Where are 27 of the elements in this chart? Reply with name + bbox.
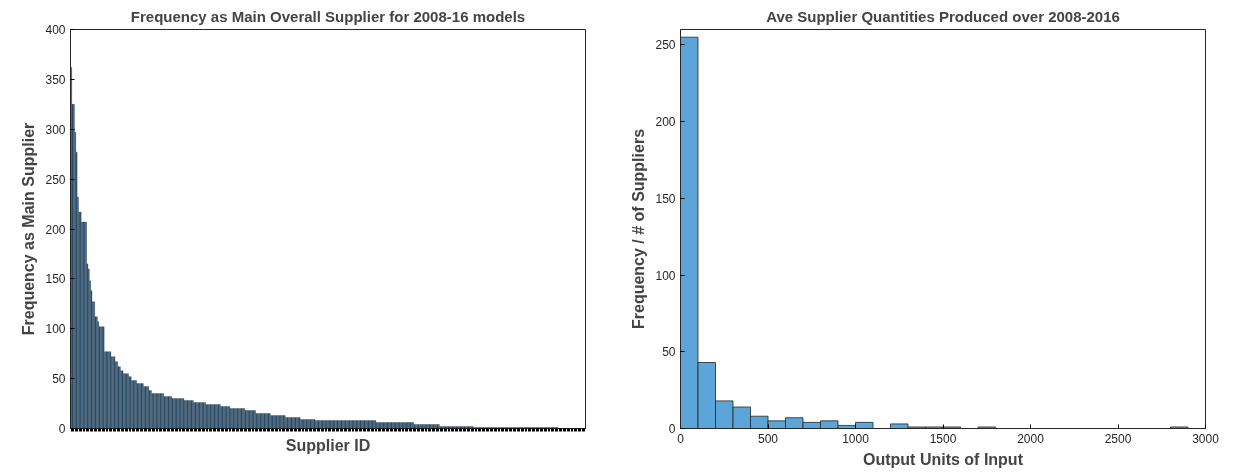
y-tick-label: 100 bbox=[45, 322, 66, 337]
y-tick-label: 50 bbox=[52, 372, 66, 387]
y-tick-label: 50 bbox=[662, 345, 676, 360]
x-tick-label: 2000 bbox=[1017, 431, 1045, 446]
y-tick-label: 200 bbox=[45, 222, 66, 237]
y-tick-label: 150 bbox=[45, 272, 66, 287]
y-tick-label: 0 bbox=[58, 422, 66, 436]
chart-title: Frequency as Main Overall Supplier for 2008-16 models bbox=[130, 7, 526, 25]
y-tick-label: 400 bbox=[45, 23, 66, 37]
chart-title: Ave Supplier Quantities Produced over 2008-2016 bbox=[766, 7, 1120, 25]
x-tick-label: 3000 bbox=[1192, 431, 1220, 446]
y-tick-label: 300 bbox=[45, 122, 66, 137]
x-tick-label: 1500 bbox=[929, 431, 957, 446]
y-tick-label: 200 bbox=[655, 115, 676, 130]
x-tick-label: 2500 bbox=[1104, 431, 1132, 446]
y-tick-label: 250 bbox=[45, 172, 66, 187]
y-tick-label: 100 bbox=[655, 268, 676, 283]
y-tick-label: 150 bbox=[655, 191, 676, 206]
x-axis-title: Supplier ID bbox=[285, 436, 371, 454]
y-tick-label: 0 bbox=[668, 422, 676, 436]
y-axis-title: Frequency as Main Supplier bbox=[20, 122, 38, 336]
x-tick-label: 1000 bbox=[842, 431, 870, 446]
x-axis-title: Output Units of Input bbox=[863, 450, 1024, 468]
x-tick-label: 500 bbox=[757, 431, 779, 446]
y-tick-label: 350 bbox=[45, 72, 66, 87]
y-axis-title: Frequency / # of Suppliers bbox=[630, 128, 648, 330]
y-tick-label: 250 bbox=[655, 38, 676, 53]
